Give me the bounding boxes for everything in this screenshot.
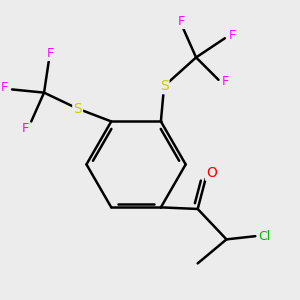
Text: F: F (228, 29, 236, 42)
Text: F: F (1, 81, 7, 94)
Text: O: O (206, 166, 217, 180)
Text: S: S (73, 102, 82, 116)
Text: F: F (47, 47, 54, 60)
Text: F: F (178, 15, 185, 28)
Text: S: S (160, 79, 169, 93)
Text: F: F (22, 122, 29, 135)
Text: Cl: Cl (258, 230, 270, 243)
Text: F: F (222, 75, 229, 88)
